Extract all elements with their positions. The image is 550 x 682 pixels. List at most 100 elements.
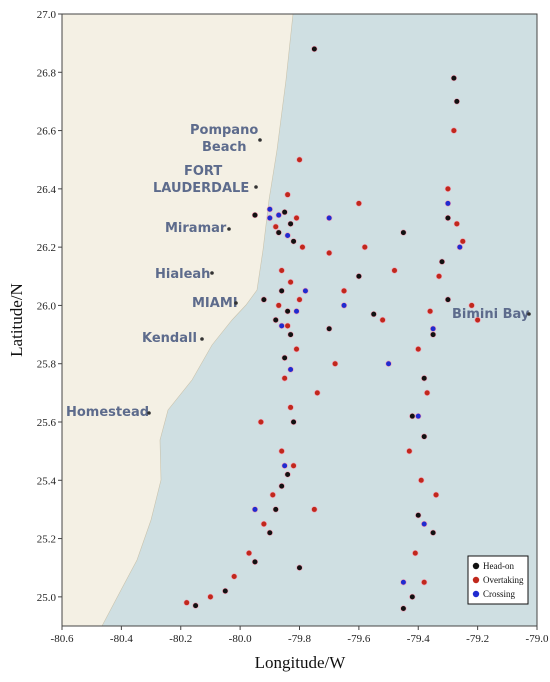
point <box>421 579 428 586</box>
point <box>450 75 457 82</box>
point <box>278 322 285 329</box>
x-tick-label: -79.0 <box>526 633 549 645</box>
point <box>450 127 457 134</box>
point <box>272 223 279 230</box>
point <box>427 308 434 315</box>
point <box>296 564 303 571</box>
city-dot <box>254 185 258 189</box>
point <box>444 200 452 207</box>
city-dot <box>527 312 531 316</box>
legend-marker <box>472 590 480 598</box>
point <box>474 316 481 324</box>
y-axis-title: Latitude/N <box>7 283 26 357</box>
point <box>326 214 333 222</box>
x-tick-label: -79.4 <box>407 633 430 645</box>
point <box>293 214 300 222</box>
point <box>269 491 276 498</box>
city-label: Beach <box>202 140 246 155</box>
y-tick-label: 25.8 <box>37 359 57 371</box>
point <box>409 413 416 420</box>
point <box>340 287 348 294</box>
point <box>438 258 446 265</box>
legend-marker <box>472 576 480 584</box>
point <box>278 448 285 455</box>
y-tick-label: 26.4 <box>37 184 57 196</box>
city-dot <box>227 227 231 231</box>
point <box>418 477 425 484</box>
point <box>251 558 259 565</box>
y-tick-label: 26.2 <box>37 242 56 254</box>
point <box>278 287 285 294</box>
city-label: Homestead <box>66 405 149 420</box>
point <box>183 599 190 606</box>
point <box>278 483 285 490</box>
point <box>275 229 282 236</box>
city-label: Bimini Bay <box>452 307 530 322</box>
city-dot <box>200 337 204 341</box>
point <box>281 375 288 382</box>
point <box>370 311 377 318</box>
point <box>290 462 297 469</box>
point <box>222 587 229 595</box>
point <box>444 214 452 222</box>
y-tick-label: 26.0 <box>37 300 57 312</box>
point <box>284 322 291 329</box>
point <box>406 448 413 455</box>
city-label: Hialeah <box>155 267 210 282</box>
legend-label: Head-on <box>483 561 514 571</box>
point <box>192 602 199 609</box>
point <box>355 200 362 207</box>
point <box>284 232 291 239</box>
point <box>287 220 294 227</box>
point <box>379 316 386 324</box>
x-tick-label: -79.2 <box>466 633 489 645</box>
point <box>355 273 362 280</box>
point <box>207 593 214 600</box>
point <box>459 238 466 245</box>
point <box>287 404 294 411</box>
point <box>311 45 318 53</box>
point <box>275 211 282 219</box>
city-dot <box>210 271 214 275</box>
city-label: Kendall <box>142 331 197 346</box>
point <box>287 279 294 286</box>
legend-label: Crossing <box>483 589 516 599</box>
point <box>432 491 440 498</box>
point <box>251 506 259 513</box>
point <box>293 346 300 353</box>
city-label: MIAMI <box>192 296 238 311</box>
city-dot <box>258 138 262 142</box>
point <box>332 360 339 367</box>
city-label: Miramar <box>165 221 227 236</box>
x-tick-label: -79.8 <box>288 633 311 645</box>
legend-marker <box>472 562 480 570</box>
point <box>412 550 419 557</box>
point <box>415 346 422 353</box>
point <box>290 238 297 245</box>
point <box>287 366 294 373</box>
point <box>468 302 475 309</box>
point <box>340 302 348 309</box>
point <box>231 573 238 580</box>
city-label: Pompano <box>190 123 258 138</box>
point <box>266 214 273 222</box>
point <box>444 185 452 192</box>
point <box>385 360 392 367</box>
point <box>272 506 279 513</box>
point <box>284 191 291 198</box>
point <box>453 220 460 227</box>
point <box>275 302 282 309</box>
point <box>421 375 428 382</box>
point <box>272 316 279 324</box>
point <box>251 211 259 219</box>
point <box>266 206 273 213</box>
point <box>435 273 443 280</box>
point <box>260 296 267 303</box>
x-axis-title: Longitude/W <box>255 653 347 672</box>
point <box>429 529 437 536</box>
y-tick-label: 25.4 <box>37 475 57 487</box>
y-tick-label: 25.2 <box>37 534 56 546</box>
y-tick-label: 25.6 <box>37 417 57 429</box>
point <box>245 550 253 557</box>
city-label: FORT <box>184 164 222 179</box>
